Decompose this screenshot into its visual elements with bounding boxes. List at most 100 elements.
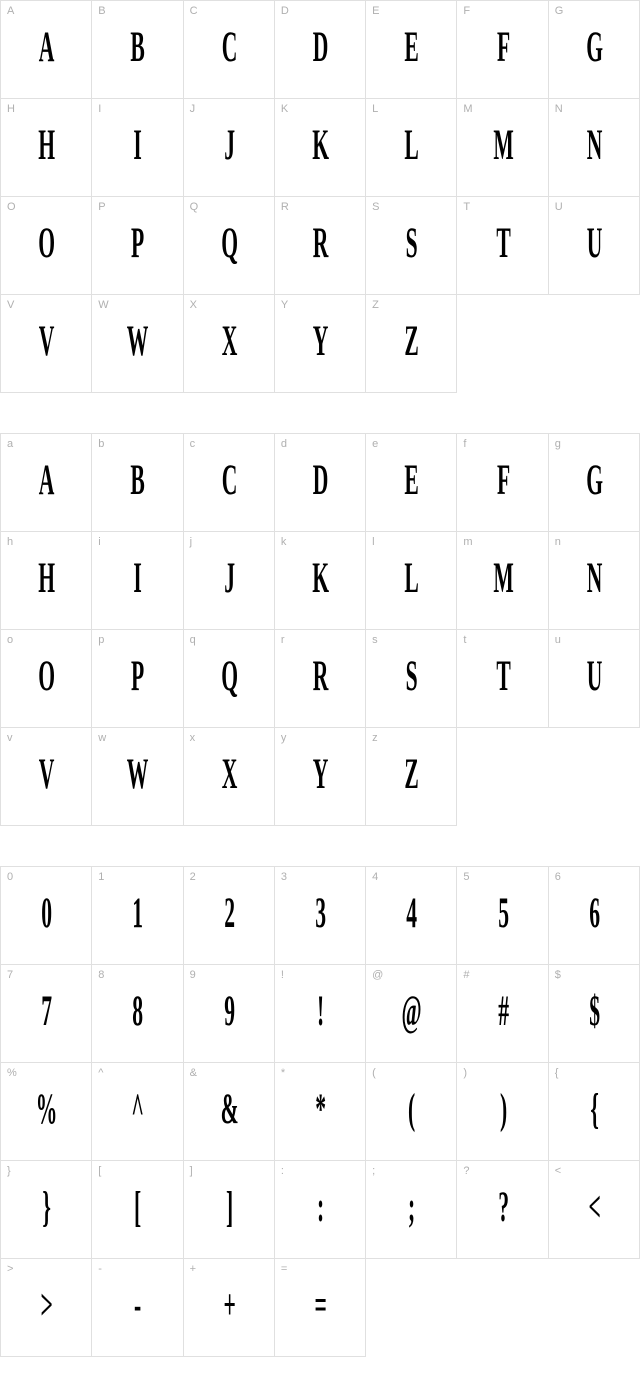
cell-label: Q bbox=[190, 201, 199, 213]
cell-label: Z bbox=[372, 299, 379, 311]
glyph-cell: OO bbox=[1, 197, 92, 295]
cell-label: f bbox=[463, 438, 466, 450]
glyph-cell: nN bbox=[549, 532, 640, 630]
glyph-cell: wW bbox=[92, 728, 183, 826]
symbols-section: 00112233445566778899!!@@##$$%%^^&&**(())… bbox=[0, 866, 640, 1357]
cell-glyph: S bbox=[406, 217, 417, 267]
cell-glyph: C bbox=[222, 454, 236, 504]
glyph-cell: bB bbox=[92, 434, 183, 532]
glyph-cell: ?? bbox=[457, 1161, 548, 1259]
glyph-cell: 99 bbox=[184, 965, 275, 1063]
cell-glyph: = bbox=[314, 1279, 325, 1329]
glyph-cell: hH bbox=[1, 532, 92, 630]
glyph-cell: 55 bbox=[457, 867, 548, 965]
cell-label: 6 bbox=[555, 871, 561, 883]
cell-label: ^ bbox=[98, 1067, 103, 1079]
cell-glyph: V bbox=[39, 748, 53, 798]
cell-glyph: 6 bbox=[589, 887, 599, 937]
glyph-cell: :: bbox=[275, 1161, 366, 1259]
glyph-cell: pP bbox=[92, 630, 183, 728]
cell-label: > bbox=[7, 1263, 13, 1275]
cell-glyph: ] bbox=[226, 1181, 232, 1231]
cell-label: b bbox=[98, 438, 104, 450]
cell-glyph: H bbox=[38, 552, 54, 602]
cell-label: 2 bbox=[190, 871, 196, 883]
cell-glyph: D bbox=[313, 454, 327, 504]
cell-glyph: B bbox=[131, 21, 144, 71]
cell-glyph: O bbox=[38, 650, 54, 700]
glyph-cell: -- bbox=[92, 1259, 183, 1357]
glyph-cell: FF bbox=[457, 1, 548, 99]
glyph-cell: HH bbox=[1, 99, 92, 197]
cell-label: ? bbox=[463, 1165, 469, 1177]
cell-glyph: R bbox=[313, 217, 327, 267]
cell-label: 0 bbox=[7, 871, 13, 883]
cell-glyph: ^ bbox=[132, 1083, 143, 1133]
cell-label: s bbox=[372, 634, 378, 646]
cell-glyph: ! bbox=[317, 985, 323, 1035]
glyph-cell: MM bbox=[457, 99, 548, 197]
cell-glyph: J bbox=[224, 119, 234, 169]
glyph-cell: sS bbox=[366, 630, 457, 728]
empty-cell bbox=[366, 1259, 457, 1357]
cell-label: T bbox=[463, 201, 470, 213]
cell-glyph: Q bbox=[221, 217, 237, 267]
empty-cell bbox=[457, 728, 548, 826]
glyph-cell: PP bbox=[92, 197, 183, 295]
cell-glyph: + bbox=[223, 1279, 234, 1329]
cell-label: w bbox=[98, 732, 106, 744]
cell-glyph: M bbox=[493, 119, 512, 169]
glyph-cell: {{ bbox=[549, 1063, 640, 1161]
glyph-cell: 88 bbox=[92, 965, 183, 1063]
glyph-cell: YY bbox=[275, 295, 366, 393]
cell-glyph: } bbox=[42, 1181, 49, 1231]
glyph-cell: && bbox=[184, 1063, 275, 1161]
cell-glyph: X bbox=[222, 315, 236, 365]
glyph-cell: 66 bbox=[549, 867, 640, 965]
cell-label: { bbox=[555, 1067, 559, 1079]
glyph-cell: dD bbox=[275, 434, 366, 532]
cell-label: & bbox=[190, 1067, 197, 1079]
cell-glyph: ; bbox=[408, 1181, 414, 1231]
cell-label: c bbox=[190, 438, 196, 450]
cell-label: 9 bbox=[190, 969, 196, 981]
cell-label: A bbox=[7, 5, 14, 17]
cell-glyph: X bbox=[222, 748, 236, 798]
glyph-cell: yY bbox=[275, 728, 366, 826]
glyph-cell: 44 bbox=[366, 867, 457, 965]
cell-glyph: Y bbox=[313, 315, 327, 365]
glyph-cell: ]] bbox=[184, 1161, 275, 1259]
glyph-cell: JJ bbox=[184, 99, 275, 197]
cell-glyph: P bbox=[131, 217, 143, 267]
empty-cell bbox=[549, 1259, 640, 1357]
cell-glyph: Z bbox=[405, 748, 418, 798]
cell-glyph: 7 bbox=[41, 985, 51, 1035]
cell-label: I bbox=[98, 103, 101, 115]
glyph-cell: %% bbox=[1, 1063, 92, 1161]
cell-label: J bbox=[190, 103, 196, 115]
cell-glyph: E bbox=[405, 21, 418, 71]
glyph-cell: }} bbox=[1, 1161, 92, 1259]
cell-glyph: : bbox=[317, 1181, 323, 1231]
glyph-cell: vV bbox=[1, 728, 92, 826]
cell-glyph: > bbox=[41, 1279, 52, 1329]
cell-label: F bbox=[463, 5, 470, 17]
glyph-cell: NN bbox=[549, 99, 640, 197]
glyph-cell: aA bbox=[1, 434, 92, 532]
glyph-cell: GG bbox=[549, 1, 640, 99]
uppercase-section: AABBCCDDEEFFGGHHIIJJKKLLMMNNOOPPQQRRSSTT… bbox=[0, 0, 640, 393]
cell-label: O bbox=[7, 201, 16, 213]
cell-glyph: < bbox=[588, 1181, 599, 1231]
cell-label: D bbox=[281, 5, 289, 17]
cell-label: p bbox=[98, 634, 104, 646]
cell-glyph: B bbox=[131, 454, 144, 504]
cell-glyph: N bbox=[587, 552, 601, 602]
cell-glyph: # bbox=[498, 985, 508, 1035]
cell-label: h bbox=[7, 536, 13, 548]
cell-label: M bbox=[463, 103, 472, 115]
cell-label: 3 bbox=[281, 871, 287, 883]
cell-glyph: O bbox=[38, 217, 54, 267]
empty-cell bbox=[549, 295, 640, 393]
glyph-cell: mM bbox=[457, 532, 548, 630]
cell-label: W bbox=[98, 299, 108, 311]
